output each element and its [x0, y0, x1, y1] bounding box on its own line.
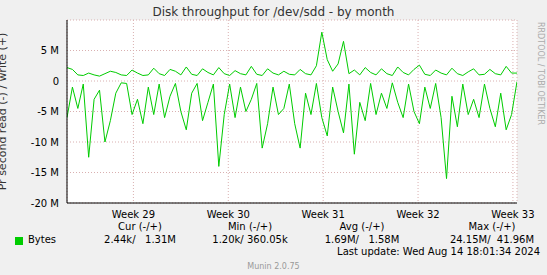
html-text:Last update: Wed Aug 14 18:01:: Last update: Wed Aug 14 18:01:34 2024: [337, 246, 540, 257]
html-text:Disk throughput for /dev/sdd -: Disk throughput for /dev/sdd - by month: [152, 5, 395, 19]
svg-text:-15 M: -15 M: [31, 167, 59, 178]
html-text:Bytes: Bytes: [28, 234, 57, 245]
svg-text:-20 M: -20 M: [31, 198, 59, 209]
html-text:Munin 2.0.75: Munin 2.0.75: [247, 262, 300, 271]
svg-text:Week 33: Week 33: [491, 209, 534, 220]
svg-text:Week 32: Week 32: [396, 209, 439, 220]
html-text:1.20k/ 360.05k: 1.20k/ 360.05k: [212, 234, 288, 245]
svg-text:0: 0: [53, 76, 59, 87]
html-text:1.69M/ 1.58M: 1.69M/ 1.58M: [324, 234, 400, 245]
html-text:Cur (-/+): Cur (-/+): [118, 221, 162, 232]
svg-text:Week 30: Week 30: [207, 209, 250, 220]
svg-text:5 M: 5 M: [41, 45, 59, 56]
svg-text:Week 29: Week 29: [112, 209, 155, 220]
html-text:Min (-/+): Min (-/+): [228, 221, 272, 232]
html-text:Max (-/+): Max (-/+): [468, 221, 516, 232]
svg-text:Week 31: Week 31: [302, 209, 345, 220]
html-text:24.15M/ 41.96M: 24.15M/ 41.96M: [449, 234, 535, 245]
svg-text:-10 M: -10 M: [31, 137, 59, 148]
html-text:Avg (-/+): Avg (-/+): [339, 221, 385, 232]
svg-text:Pr second read (-) / write (+): Pr second read (-) / write (+): [8, 33, 9, 191]
html-text:2.44k/ 1.31M: 2.44k/ 1.31M: [104, 234, 176, 245]
html-text:RRDTOOL / TOBI OETIKER: RRDTOOL / TOBI OETIKER: [536, 22, 545, 125]
svg-text:-5 M: -5 M: [37, 106, 59, 117]
